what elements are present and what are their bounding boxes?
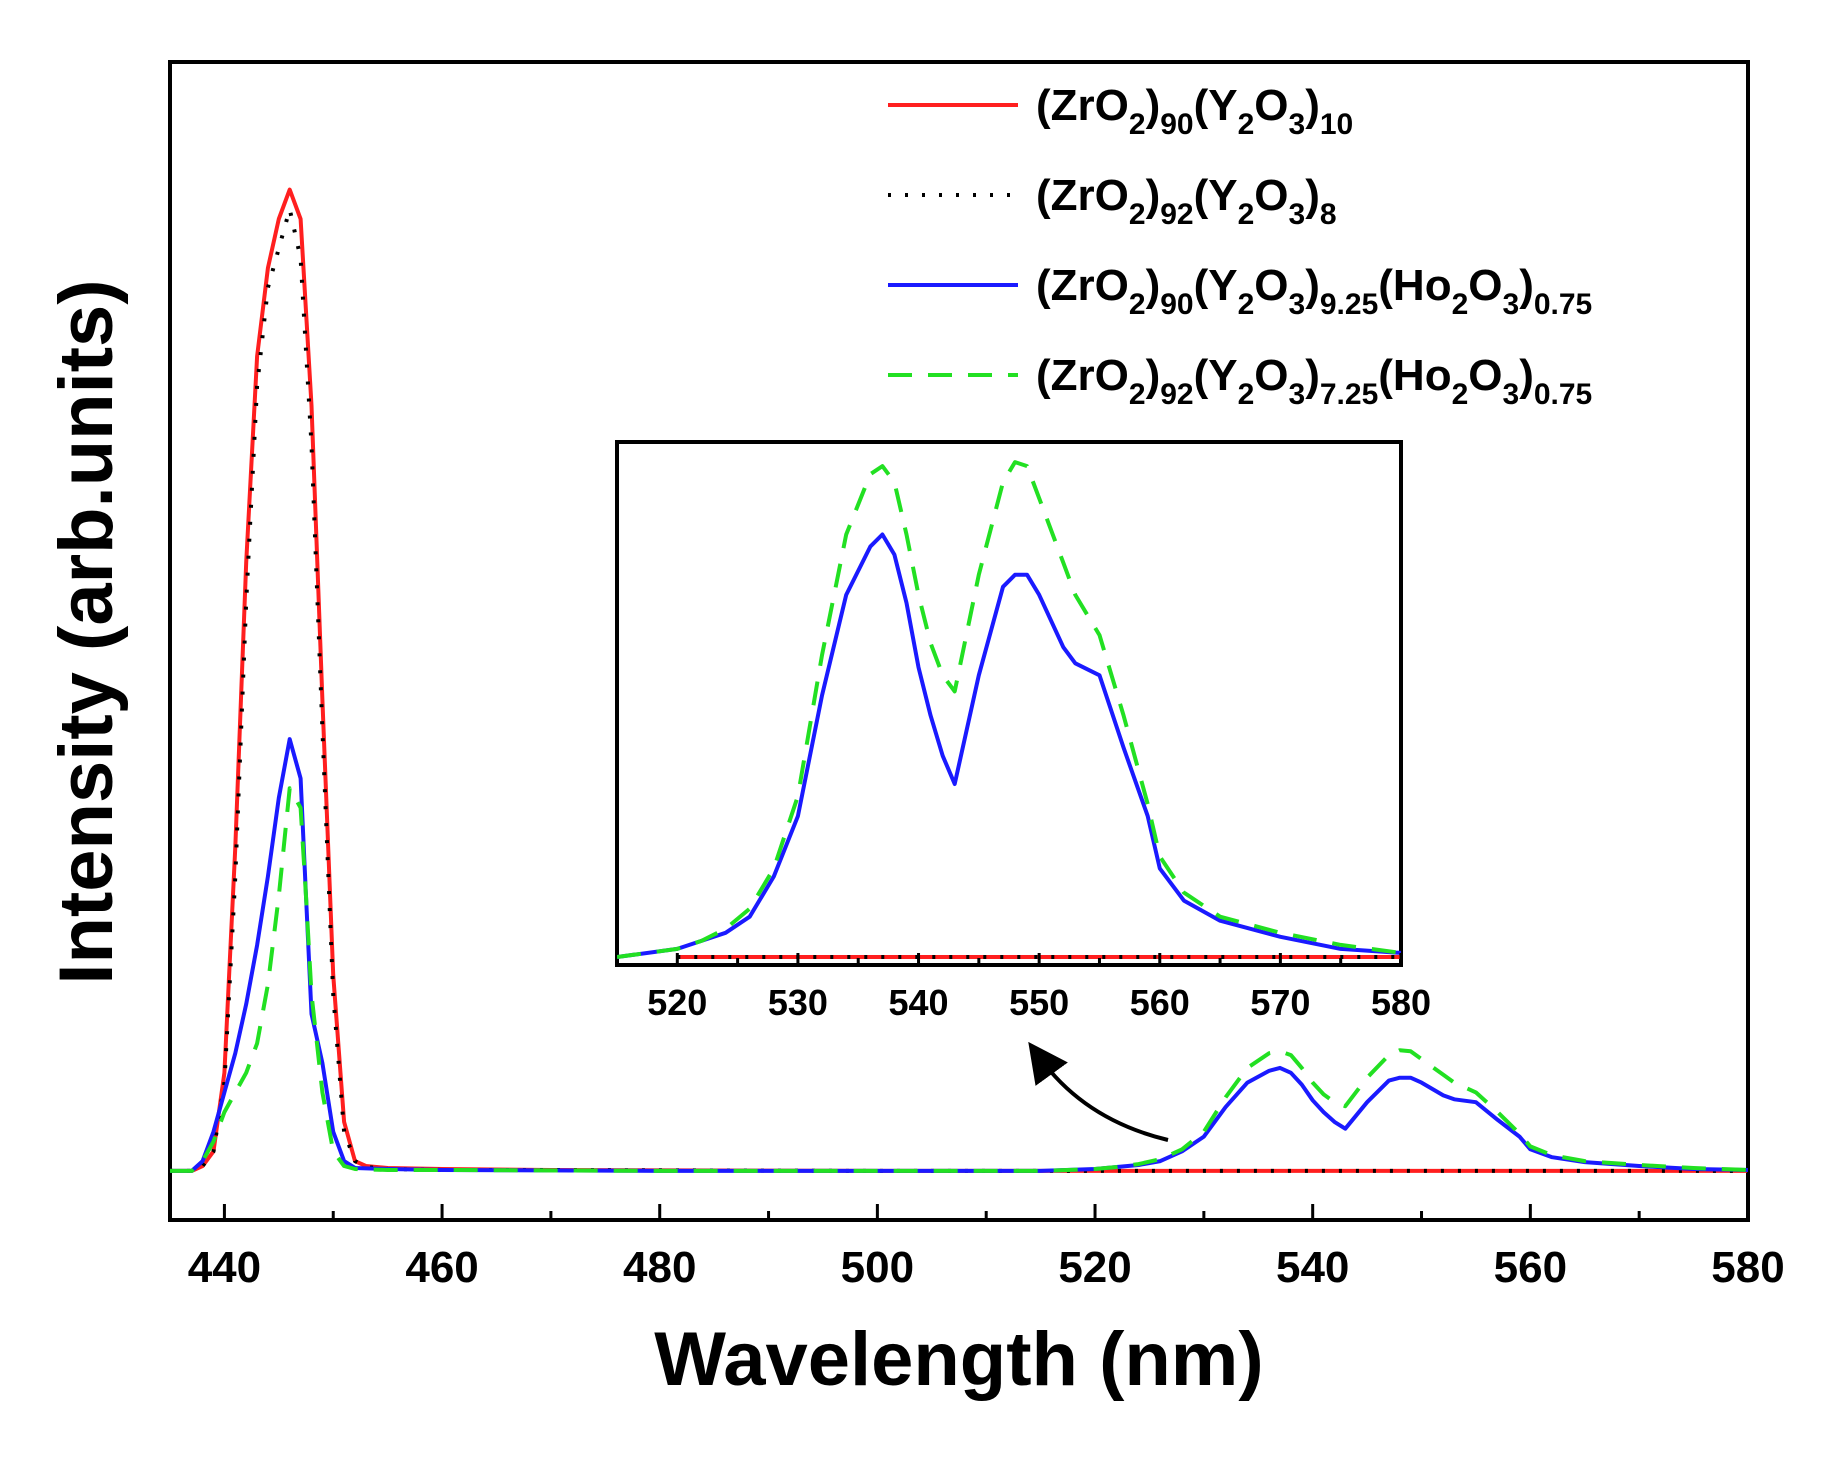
inset-series-line-3 xyxy=(617,532,1401,959)
x-tick-label: 580 xyxy=(1711,1243,1784,1292)
x-axis-label: Wavelength (nm) xyxy=(654,1317,1263,1402)
x-tick-label: 480 xyxy=(623,1243,696,1292)
x-tick-label: 520 xyxy=(1058,1243,1131,1292)
inset-x-tick-label: 550 xyxy=(1009,982,1069,1023)
x-tick-label: 440 xyxy=(188,1243,261,1292)
x-tick-label: 460 xyxy=(405,1243,478,1292)
legend-label-1: (ZrO2)90(Y2O3)10 xyxy=(1036,81,1353,141)
y-axis-label: Intensity (arb.units) xyxy=(44,279,129,984)
legend-label-4: (ZrO2)92(Y2O3)7.25(Ho2O3)0.75 xyxy=(1036,351,1592,411)
main-plot-frame xyxy=(168,60,1750,1222)
inset-plot: 520 530 540 550 560 570 580 xyxy=(615,440,1431,1023)
inset-x-tick-label: 520 xyxy=(647,982,707,1023)
inset-x-tick-label: 530 xyxy=(768,982,828,1023)
inset-pointer-arrow xyxy=(1028,1041,1169,1142)
main-series-group xyxy=(170,187,1748,1173)
inset-x-tick-label: 560 xyxy=(1130,982,1190,1023)
x-tick-label: 560 xyxy=(1494,1243,1567,1292)
legend-label-2: (ZrO2)92(Y2O3)8 xyxy=(1036,171,1337,231)
x-tick-label: 500 xyxy=(841,1243,914,1292)
x-tick-label: 540 xyxy=(1276,1243,1349,1292)
series-line-4 xyxy=(170,786,1748,1173)
legend: (ZrO2)90(Y2O3)10 (ZrO2)92(Y2O3)8 (ZrO2)90(… xyxy=(888,81,1592,411)
inset-x-tick-label: 540 xyxy=(888,982,948,1023)
inset-frame xyxy=(615,440,1403,967)
legend-label-3: (ZrO2)90(Y2O3)9.25(Ho2O3)0.75 xyxy=(1036,261,1592,321)
inset-x-tick-label: 570 xyxy=(1250,982,1310,1023)
inset-series-line-4 xyxy=(617,460,1401,959)
inset-x-tick-label: 580 xyxy=(1371,982,1431,1023)
main-axes: 440 460 480 500 520 540 560 580 xyxy=(168,60,1785,1292)
